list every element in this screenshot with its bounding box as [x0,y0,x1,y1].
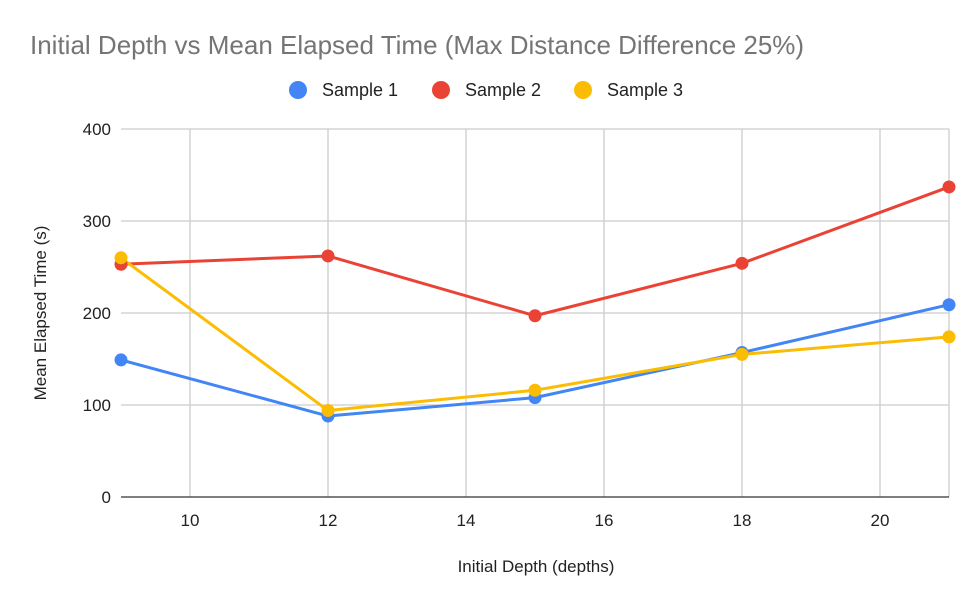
legend: Sample 1 Sample 2 Sample 3 [289,80,683,100]
x-tick-label: 20 [871,511,890,530]
x-tick-label: 14 [457,511,476,530]
y-tick-label: 400 [83,120,111,139]
chart-title: Initial Depth vs Mean Elapsed Time (Max … [30,30,804,60]
x-tick-label: 16 [595,511,614,530]
y-tick-label: 0 [102,488,111,507]
data-point-sample-2 [735,256,749,270]
y-tick-label: 200 [83,304,111,323]
data-point-sample-2 [528,309,542,323]
legend-label: Sample 1 [322,80,398,100]
horizontal-gridlines [121,128,949,498]
x-tick-label: 10 [181,511,200,530]
data-point-sample-3 [942,330,956,344]
y-tick-label: 300 [83,212,111,231]
y-axis-tick-labels: 0 100 200 300 400 [83,120,111,507]
x-axis-title: Initial Depth (depths) [458,557,615,576]
legend-marker [574,81,592,99]
legend-label: Sample 2 [465,80,541,100]
series-line-sample-2 [120,185,950,318]
data-point-sample-2 [942,180,956,194]
legend-item-sample-3: Sample 3 [574,80,683,100]
series-points [114,180,956,423]
data-point-sample-1 [114,353,128,367]
data-point-sample-3 [735,347,749,361]
data-point-sample-3 [114,251,128,265]
y-tick-label: 100 [83,396,111,415]
data-point-sample-2 [321,249,335,263]
x-tick-label: 18 [733,511,752,530]
data-point-sample-3 [528,383,542,397]
data-point-sample-3 [321,404,335,418]
legend-marker [432,81,450,99]
x-tick-label: 12 [319,511,338,530]
legend-item-sample-2: Sample 2 [432,80,541,100]
x-axis-tick-labels: 10 12 14 16 18 20 [181,511,890,530]
legend-marker [289,81,307,99]
legend-item-sample-1: Sample 1 [289,80,398,100]
y-axis-title: Mean Elapsed Time (s) [31,226,50,401]
data-point-sample-1 [942,298,956,312]
legend-label: Sample 3 [607,80,683,100]
